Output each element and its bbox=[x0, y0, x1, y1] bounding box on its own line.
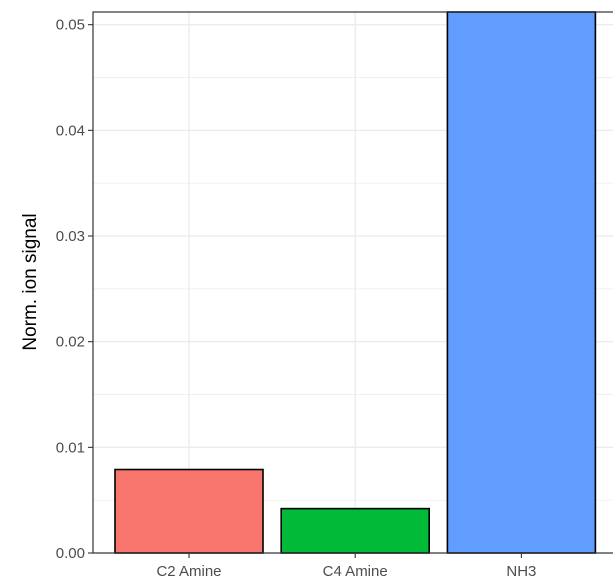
y-tick-label: 0.05 bbox=[56, 17, 85, 34]
y-tick-label: 0.03 bbox=[56, 228, 85, 245]
x-tick-label: NH3 bbox=[506, 563, 536, 580]
y-axis: 0.00 0.01 0.02 0.03 0.04 0.05 bbox=[56, 17, 93, 562]
y-axis-title: Norm. ion signal bbox=[20, 213, 41, 350]
x-axis: C2 Amine C4 Amine NH3 bbox=[156, 553, 536, 580]
x-tick-label: C4 Amine bbox=[323, 563, 388, 580]
y-tick-label: 0.04 bbox=[56, 122, 85, 139]
plot-panel-border bbox=[92, 11, 613, 554]
bar-c4-amine bbox=[280, 507, 431, 554]
y-tick-label: 0.02 bbox=[56, 334, 85, 351]
y-tick-label: 0.01 bbox=[56, 439, 85, 456]
y-tick-label: 0.00 bbox=[56, 545, 85, 562]
bar-c2-amine bbox=[114, 468, 264, 554]
x-tick-label: C2 Amine bbox=[156, 563, 221, 580]
bar-nh3 bbox=[446, 11, 597, 554]
bars bbox=[114, 11, 597, 554]
